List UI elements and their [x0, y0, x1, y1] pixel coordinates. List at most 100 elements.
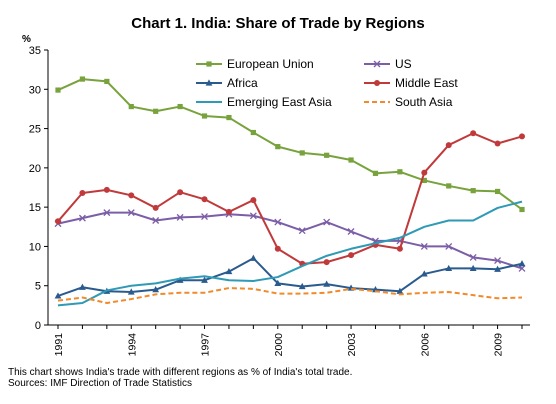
- marker-stroke: [152, 217, 160, 224]
- data-point-european-union: [348, 157, 354, 163]
- legend-item-european-union: European Union: [196, 57, 314, 71]
- marker-stroke: [373, 60, 381, 68]
- data-point-middle-east: [103, 186, 110, 193]
- marker-stroke: [78, 214, 86, 222]
- marker-stroke: [176, 213, 184, 221]
- legend-item-us: US: [364, 57, 412, 71]
- data-point-middle-east: [274, 245, 281, 252]
- legend-item-middle-east: Middle East: [364, 76, 458, 90]
- legend-marker: [373, 60, 381, 68]
- marker-stroke: [249, 212, 257, 220]
- data-point-us: [445, 242, 453, 250]
- data-point-us: [518, 264, 526, 272]
- data-point-european-union: [226, 114, 232, 121]
- series-south-asia: [57, 287, 523, 304]
- marker-stroke: [396, 237, 404, 245]
- data-point-africa: [274, 279, 282, 286]
- data-point-european-union: [55, 87, 61, 93]
- series-layer: [54, 76, 526, 307]
- data-point-us: [494, 257, 502, 265]
- data-point-middle-east: [225, 208, 232, 215]
- x-tick-label: 1997: [200, 333, 212, 357]
- data-point-africa: [445, 264, 453, 272]
- series-line-us: [57, 211, 523, 270]
- y-tick-label: 10: [29, 241, 41, 253]
- data-point-european-union: [153, 108, 159, 114]
- marker-stroke: [323, 218, 331, 226]
- legend-item-emerging-east-asia: Emerging East Asia: [196, 95, 332, 109]
- legend-label: European Union: [227, 57, 314, 71]
- data-point-european-union: [201, 113, 208, 119]
- data-point-africa: [494, 265, 501, 272]
- data-point-european-union: [250, 129, 256, 136]
- marker-stroke: [420, 242, 428, 250]
- data-point-middle-east: [177, 189, 184, 196]
- data-point-middle-east: [445, 142, 452, 149]
- chart-source: Sources: IMF Direction of Trade Statisti…: [8, 378, 192, 389]
- data-point-middle-east: [348, 252, 355, 259]
- data-point-africa: [225, 267, 233, 275]
- data-point-european-union: [519, 206, 525, 213]
- data-point-us: [469, 253, 477, 261]
- y-tick-label: 0: [35, 320, 41, 332]
- data-point-africa: [249, 254, 257, 261]
- data-point-middle-east: [55, 218, 61, 225]
- marker-stroke: [127, 209, 135, 217]
- data-point-european-union: [128, 103, 134, 110]
- series-european-union: [55, 76, 525, 213]
- data-point-us: [78, 214, 86, 222]
- data-point-middle-east: [421, 169, 428, 176]
- series-line-european-union: [57, 78, 523, 211]
- data-point-africa: [54, 292, 62, 299]
- x-tick-label: 1994: [126, 333, 138, 357]
- marker-stroke: [274, 218, 282, 226]
- legend-label: Middle East: [395, 76, 458, 90]
- data-point-africa: [420, 270, 428, 277]
- data-point-africa: [298, 282, 306, 290]
- data-point-middle-east: [323, 259, 330, 266]
- x-tick-label: 2009: [493, 333, 505, 357]
- y-tick-label: 35: [29, 45, 41, 57]
- data-point-africa: [323, 280, 331, 287]
- marker-stroke: [103, 209, 111, 217]
- data-point-middle-east: [152, 204, 159, 211]
- data-point-africa: [518, 260, 526, 267]
- data-point-middle-east: [396, 245, 403, 252]
- data-point-middle-east: [79, 190, 86, 196]
- marker-stroke: [347, 228, 355, 235]
- marker-stroke: [469, 253, 477, 261]
- legend-label: Africa: [227, 76, 258, 90]
- data-point-middle-east: [201, 196, 208, 203]
- legend: European Union US Africa Middle East Emergin…: [196, 57, 458, 109]
- data-point-us: [274, 218, 282, 226]
- legend-marker: [374, 80, 380, 86]
- y-tick-label: 15: [29, 202, 41, 214]
- series-us: [54, 209, 526, 272]
- chart-title: Chart 1. India: Share of Trade by Region…: [131, 15, 424, 32]
- data-point-us: [127, 209, 135, 217]
- y-axis-label: %: [22, 34, 31, 45]
- legend-marker: [206, 61, 212, 67]
- series-middle-east: [55, 130, 525, 267]
- series-africa: [54, 254, 526, 299]
- data-point-us: [420, 242, 428, 250]
- series-line-south-asia: [57, 287, 523, 304]
- data-point-africa: [79, 283, 86, 290]
- data-point-middle-east: [519, 133, 525, 140]
- legend-label: South Asia: [395, 95, 453, 109]
- data-point-european-union: [275, 144, 281, 150]
- data-point-us: [323, 218, 331, 226]
- data-point-european-union: [324, 152, 330, 158]
- data-point-us: [249, 212, 257, 220]
- data-point-middle-east: [494, 140, 501, 147]
- data-point-africa: [152, 286, 160, 293]
- x-tick-label: 2006: [419, 333, 431, 357]
- data-point-us: [298, 227, 306, 235]
- x-tick-label: 1991: [53, 333, 65, 357]
- data-point-middle-east: [470, 130, 477, 137]
- series-emerging-east-asia: [57, 200, 523, 307]
- marker-stroke: [445, 242, 453, 250]
- chart-note: This chart shows India's trade with diff…: [8, 367, 353, 378]
- data-point-european-union: [104, 78, 110, 85]
- data-point-middle-east: [128, 192, 135, 199]
